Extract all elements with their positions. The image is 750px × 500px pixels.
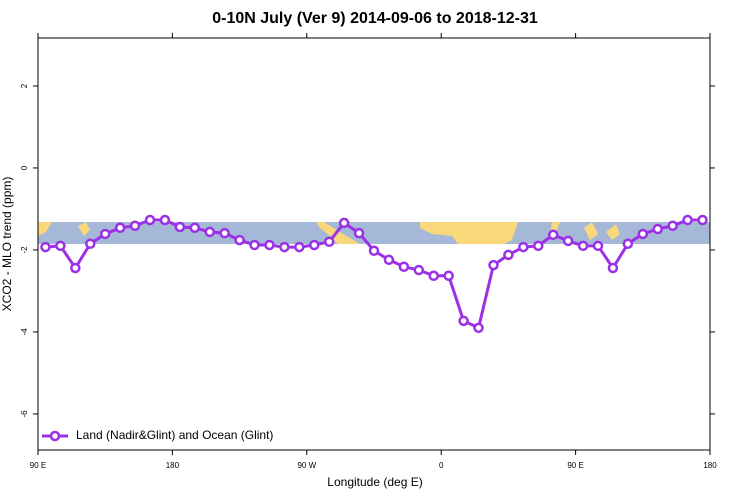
point [428, 270, 439, 282]
point [338, 217, 350, 229]
point [413, 264, 425, 276]
x-tick-label: 90 E [30, 461, 46, 470]
point [85, 238, 96, 250]
x-tick-label: 180 [703, 461, 717, 470]
y-tick-label: 2 [20, 83, 29, 88]
point [607, 262, 619, 274]
point [70, 262, 81, 274]
point [279, 241, 290, 253]
point [174, 221, 186, 233]
x-tick-label: 0 [439, 461, 444, 470]
legend-label: Land (Nadir&Glint) and Ocean (Glint) [76, 428, 273, 442]
legend-marker [49, 430, 61, 442]
point [353, 227, 365, 239]
x-axis-label: Longitude (deg E) [327, 475, 422, 489]
point [264, 239, 275, 251]
chart-title: 0-10N July (Ver 9) 2014-09-06 to 2018-12… [212, 10, 538, 27]
point [189, 222, 201, 234]
x-tick-label: 90 E [567, 461, 583, 470]
point [323, 236, 335, 247]
point [562, 235, 574, 247]
point [622, 238, 634, 250]
point [129, 220, 141, 232]
point [368, 245, 380, 257]
point [473, 322, 484, 334]
point [518, 241, 529, 253]
point [249, 239, 260, 251]
point [159, 214, 171, 226]
point [99, 228, 111, 240]
y-tick-label: -4 [20, 328, 29, 336]
point [234, 234, 245, 246]
point [488, 259, 499, 271]
x-tick-label: 180 [166, 461, 180, 470]
point [547, 229, 559, 241]
point [682, 214, 693, 226]
point [592, 240, 604, 252]
point [114, 222, 126, 234]
y-axis-label: XCO2 - MLO trend (ppm) [0, 177, 14, 312]
point [294, 241, 305, 253]
point [398, 261, 410, 273]
point [55, 240, 66, 252]
plot-frame [37, 37, 711, 451]
y-tick-label: 0 [20, 165, 29, 170]
point [652, 223, 663, 235]
point [458, 315, 469, 327]
point [219, 227, 230, 239]
point [383, 254, 395, 266]
point [637, 228, 649, 240]
point [533, 240, 544, 252]
y-tick-label: -6 [20, 410, 29, 418]
point [697, 214, 708, 226]
x-tick-label: 90 W [297, 461, 316, 470]
y-tick-label: -2 [20, 246, 29, 254]
point [443, 270, 454, 282]
point [503, 249, 514, 261]
point [309, 239, 320, 251]
point [144, 214, 156, 226]
point [667, 220, 678, 232]
point [40, 241, 51, 253]
point [577, 240, 589, 252]
point [204, 226, 215, 238]
